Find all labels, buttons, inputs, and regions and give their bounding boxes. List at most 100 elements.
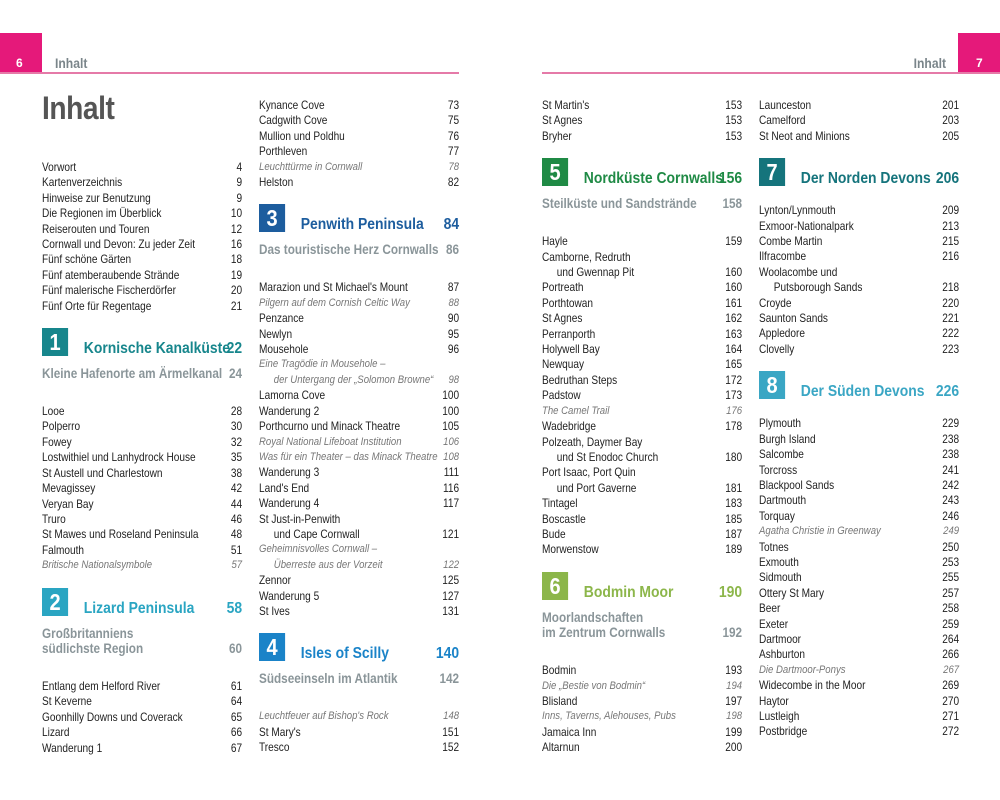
section-header-7[interactable]: 7 Der Norden Devons 206 xyxy=(759,158,959,187)
toc-entry[interactable]: Fünf atemberaubende Strände 19 xyxy=(42,268,242,283)
toc-entry[interactable]: Helston 82 xyxy=(259,175,459,190)
toc-entry[interactable]: St Just-in-Penwith und Cape Cornwall 121 xyxy=(259,512,459,543)
toc-entry[interactable]: Morwenstow 189 xyxy=(542,542,742,557)
toc-entry[interactable]: Fünf malerische Fischerdörfer 20 xyxy=(42,283,242,298)
toc-entry[interactable]: Totnes 250 xyxy=(759,540,959,555)
toc-entry[interactable]: Lostwithiel und Lanhydrock House 35 xyxy=(42,450,242,465)
toc-entry[interactable]: Widecombe in the Moor 269 xyxy=(759,678,959,693)
toc-entry[interactable]: Veryan Bay 44 xyxy=(42,497,242,512)
toc-entry[interactable]: Bedruthan Steps 172 xyxy=(542,373,742,388)
toc-entry[interactable]: St Martin's 153 xyxy=(542,98,742,113)
feature-entry[interactable]: Pilgern auf dem Cornish Celtic Way 88 xyxy=(259,296,459,311)
toc-entry[interactable]: Exeter 259 xyxy=(759,617,959,632)
toc-entry[interactable]: St Agnes 162 xyxy=(542,311,742,326)
toc-entry[interactable]: Kartenverzeichnis 9 xyxy=(42,175,242,190)
toc-entry[interactable]: Falmouth 51 xyxy=(42,543,242,558)
toc-entry[interactable]: Tintagel 183 xyxy=(542,496,742,511)
section-header-4[interactable]: 4 Isles of Scilly 140 Südseeinseln im Atlan… xyxy=(259,633,459,686)
toc-entry[interactable]: Haytor 270 xyxy=(759,694,959,709)
toc-entry[interactable]: Ottery St Mary 257 xyxy=(759,586,959,601)
toc-entry[interactable]: Wanderung 5 127 xyxy=(259,589,459,604)
section-header-6[interactable]: 6 Bodmin Moor 190 Moorlandschaften im Zentru… xyxy=(542,571,742,641)
toc-entry[interactable]: Wadebridge 178 xyxy=(542,419,742,434)
toc-entry[interactable]: Cornwall und Devon: Zu jeder Zeit 16 xyxy=(42,237,242,252)
toc-entry[interactable]: Jamaica Inn 199 xyxy=(542,725,742,740)
toc-entry[interactable]: St Mary's 151 xyxy=(259,725,459,740)
toc-entry[interactable]: Wanderung 3 111 xyxy=(259,465,459,480)
toc-entry[interactable]: Sidmouth 255 xyxy=(759,570,959,585)
toc-entry[interactable]: St Keverne 64 xyxy=(42,694,242,709)
toc-entry[interactable]: Lynton/Lynmouth 209 xyxy=(759,203,959,218)
toc-entry[interactable]: Fünf Orte für Regentage 21 xyxy=(42,299,242,314)
toc-entry[interactable]: Exmoor-Nationalpark 213 xyxy=(759,219,959,234)
toc-entry[interactable]: Torquay 246 xyxy=(759,509,959,524)
toc-entry[interactable]: Lamorna Cove 100 xyxy=(259,388,459,403)
toc-entry[interactable]: Woolacombe und Putsborough Sands 218 xyxy=(759,265,959,296)
toc-entry[interactable]: Altarnun 200 xyxy=(542,740,742,755)
toc-entry[interactable]: Wanderung 1 67 xyxy=(42,741,242,756)
feature-entry[interactable]: The Camel Trail 176 xyxy=(542,404,742,419)
toc-entry[interactable]: Holywell Bay 164 xyxy=(542,342,742,357)
toc-entry[interactable]: Truro 46 xyxy=(42,512,242,527)
toc-entry[interactable]: Goonhilly Downs und Coverack 65 xyxy=(42,710,242,725)
toc-entry[interactable]: Salcombe 238 xyxy=(759,447,959,462)
toc-entry[interactable]: Lustleigh 271 xyxy=(759,709,959,724)
toc-entry[interactable]: Portreath 160 xyxy=(542,280,742,295)
toc-entry[interactable]: St Ives 131 xyxy=(259,604,459,619)
toc-entry[interactable]: Newlyn 95 xyxy=(259,327,459,342)
toc-entry[interactable]: Bude 187 xyxy=(542,527,742,542)
toc-entry[interactable]: Torcross 241 xyxy=(759,463,959,478)
toc-entry[interactable]: Launceston 201 xyxy=(759,98,959,113)
toc-entry[interactable]: Mousehole 96 xyxy=(259,342,459,357)
toc-entry[interactable]: Hayle 159 xyxy=(542,234,742,249)
toc-entry[interactable]: Ashburton 266 xyxy=(759,647,959,662)
section-header-5[interactable]: 5 Nordküste Cornwalls 156 Steilküste und Sa… xyxy=(542,158,742,211)
toc-entry[interactable]: Porthtowan 161 xyxy=(542,296,742,311)
toc-entry[interactable]: Blackpool Sands 242 xyxy=(759,478,959,493)
toc-entry[interactable]: St Agnes 153 xyxy=(542,113,742,128)
feature-entry[interactable]: Geheimnisvolles Cornwall – Überreste aus … xyxy=(259,542,459,573)
toc-entry[interactable]: Lizard 66 xyxy=(42,725,242,740)
toc-entry[interactable]: Ilfracombe 216 xyxy=(759,249,959,264)
toc-entry[interactable]: Tresco 152 xyxy=(259,740,459,755)
toc-entry[interactable]: Cadgwith Cove 75 xyxy=(259,113,459,128)
toc-entry[interactable]: Porthleven 77 xyxy=(259,144,459,159)
toc-entry[interactable]: Beer 258 xyxy=(759,601,959,616)
toc-entry[interactable]: Polperro 30 xyxy=(42,419,242,434)
toc-entry[interactable]: Padstow 173 xyxy=(542,388,742,403)
toc-entry[interactable]: Porthcurno und Minack Theatre 105 xyxy=(259,419,459,434)
toc-entry[interactable]: Fowey 32 xyxy=(42,435,242,450)
section-header-3[interactable]: 3 Penwith Peninsula 84 Das touristische Her… xyxy=(259,204,459,257)
toc-entry[interactable]: Reiserouten und Touren 12 xyxy=(42,222,242,237)
toc-entry[interactable]: Camelford 203 xyxy=(759,113,959,128)
toc-entry[interactable]: Wanderung 4 117 xyxy=(259,496,459,511)
toc-entry[interactable]: Vorwort 4 xyxy=(42,160,242,175)
toc-entry[interactable]: Hinweise zur Benutzung 9 xyxy=(42,191,242,206)
feature-entry[interactable]: Eine Tragödie in Mousehole – der Untergan… xyxy=(259,357,459,388)
toc-entry[interactable]: Looe 28 xyxy=(42,404,242,419)
toc-entry[interactable]: Polzeath, Daymer Bay und St Enodoc Church… xyxy=(542,435,742,466)
section-header-8[interactable]: 8 Der Süden Devons 226 xyxy=(759,371,959,400)
toc-entry[interactable]: Postbridge 272 xyxy=(759,724,959,739)
toc-entry[interactable]: Fünf schöne Gärten 18 xyxy=(42,252,242,267)
toc-entry[interactable]: Mevagissey 42 xyxy=(42,481,242,496)
toc-entry[interactable]: Plymouth 229 xyxy=(759,416,959,431)
toc-entry[interactable]: Camborne, Redruth und Gwennap Pit 160 xyxy=(542,250,742,281)
feature-entry[interactable]: Inns, Taverns, Alehouses, Pubs 198 xyxy=(542,709,742,724)
toc-entry[interactable]: Burgh Island 238 xyxy=(759,432,959,447)
toc-entry[interactable]: St Mawes und Roseland Peninsula 48 xyxy=(42,527,242,542)
feature-entry[interactable]: Die Dartmoor-Ponys 267 xyxy=(759,663,959,678)
toc-entry[interactable]: Bodmin 193 xyxy=(542,663,742,678)
feature-entry[interactable]: Leuchtfeuer auf Bishop's Rock 148 xyxy=(259,709,459,724)
toc-entry[interactable]: Mullion und Poldhu 76 xyxy=(259,129,459,144)
toc-entry[interactable]: Saunton Sands 221 xyxy=(759,311,959,326)
toc-entry[interactable]: St Austell und Charlestown 38 xyxy=(42,466,242,481)
section-header-1[interactable]: 1 Kornische Kanalküste 22 Kleine Hafenorte … xyxy=(42,328,242,381)
toc-entry[interactable]: Newquay 165 xyxy=(542,357,742,372)
toc-entry[interactable]: Combe Martin 215 xyxy=(759,234,959,249)
toc-entry[interactable]: Penzance 90 xyxy=(259,311,459,326)
toc-entry[interactable]: Die Regionen im Überblick 10 xyxy=(42,206,242,221)
toc-entry[interactable]: Bryher 153 xyxy=(542,129,742,144)
toc-entry[interactable]: Exmouth 253 xyxy=(759,555,959,570)
feature-entry[interactable]: Agatha Christie in Greenway 249 xyxy=(759,524,959,539)
